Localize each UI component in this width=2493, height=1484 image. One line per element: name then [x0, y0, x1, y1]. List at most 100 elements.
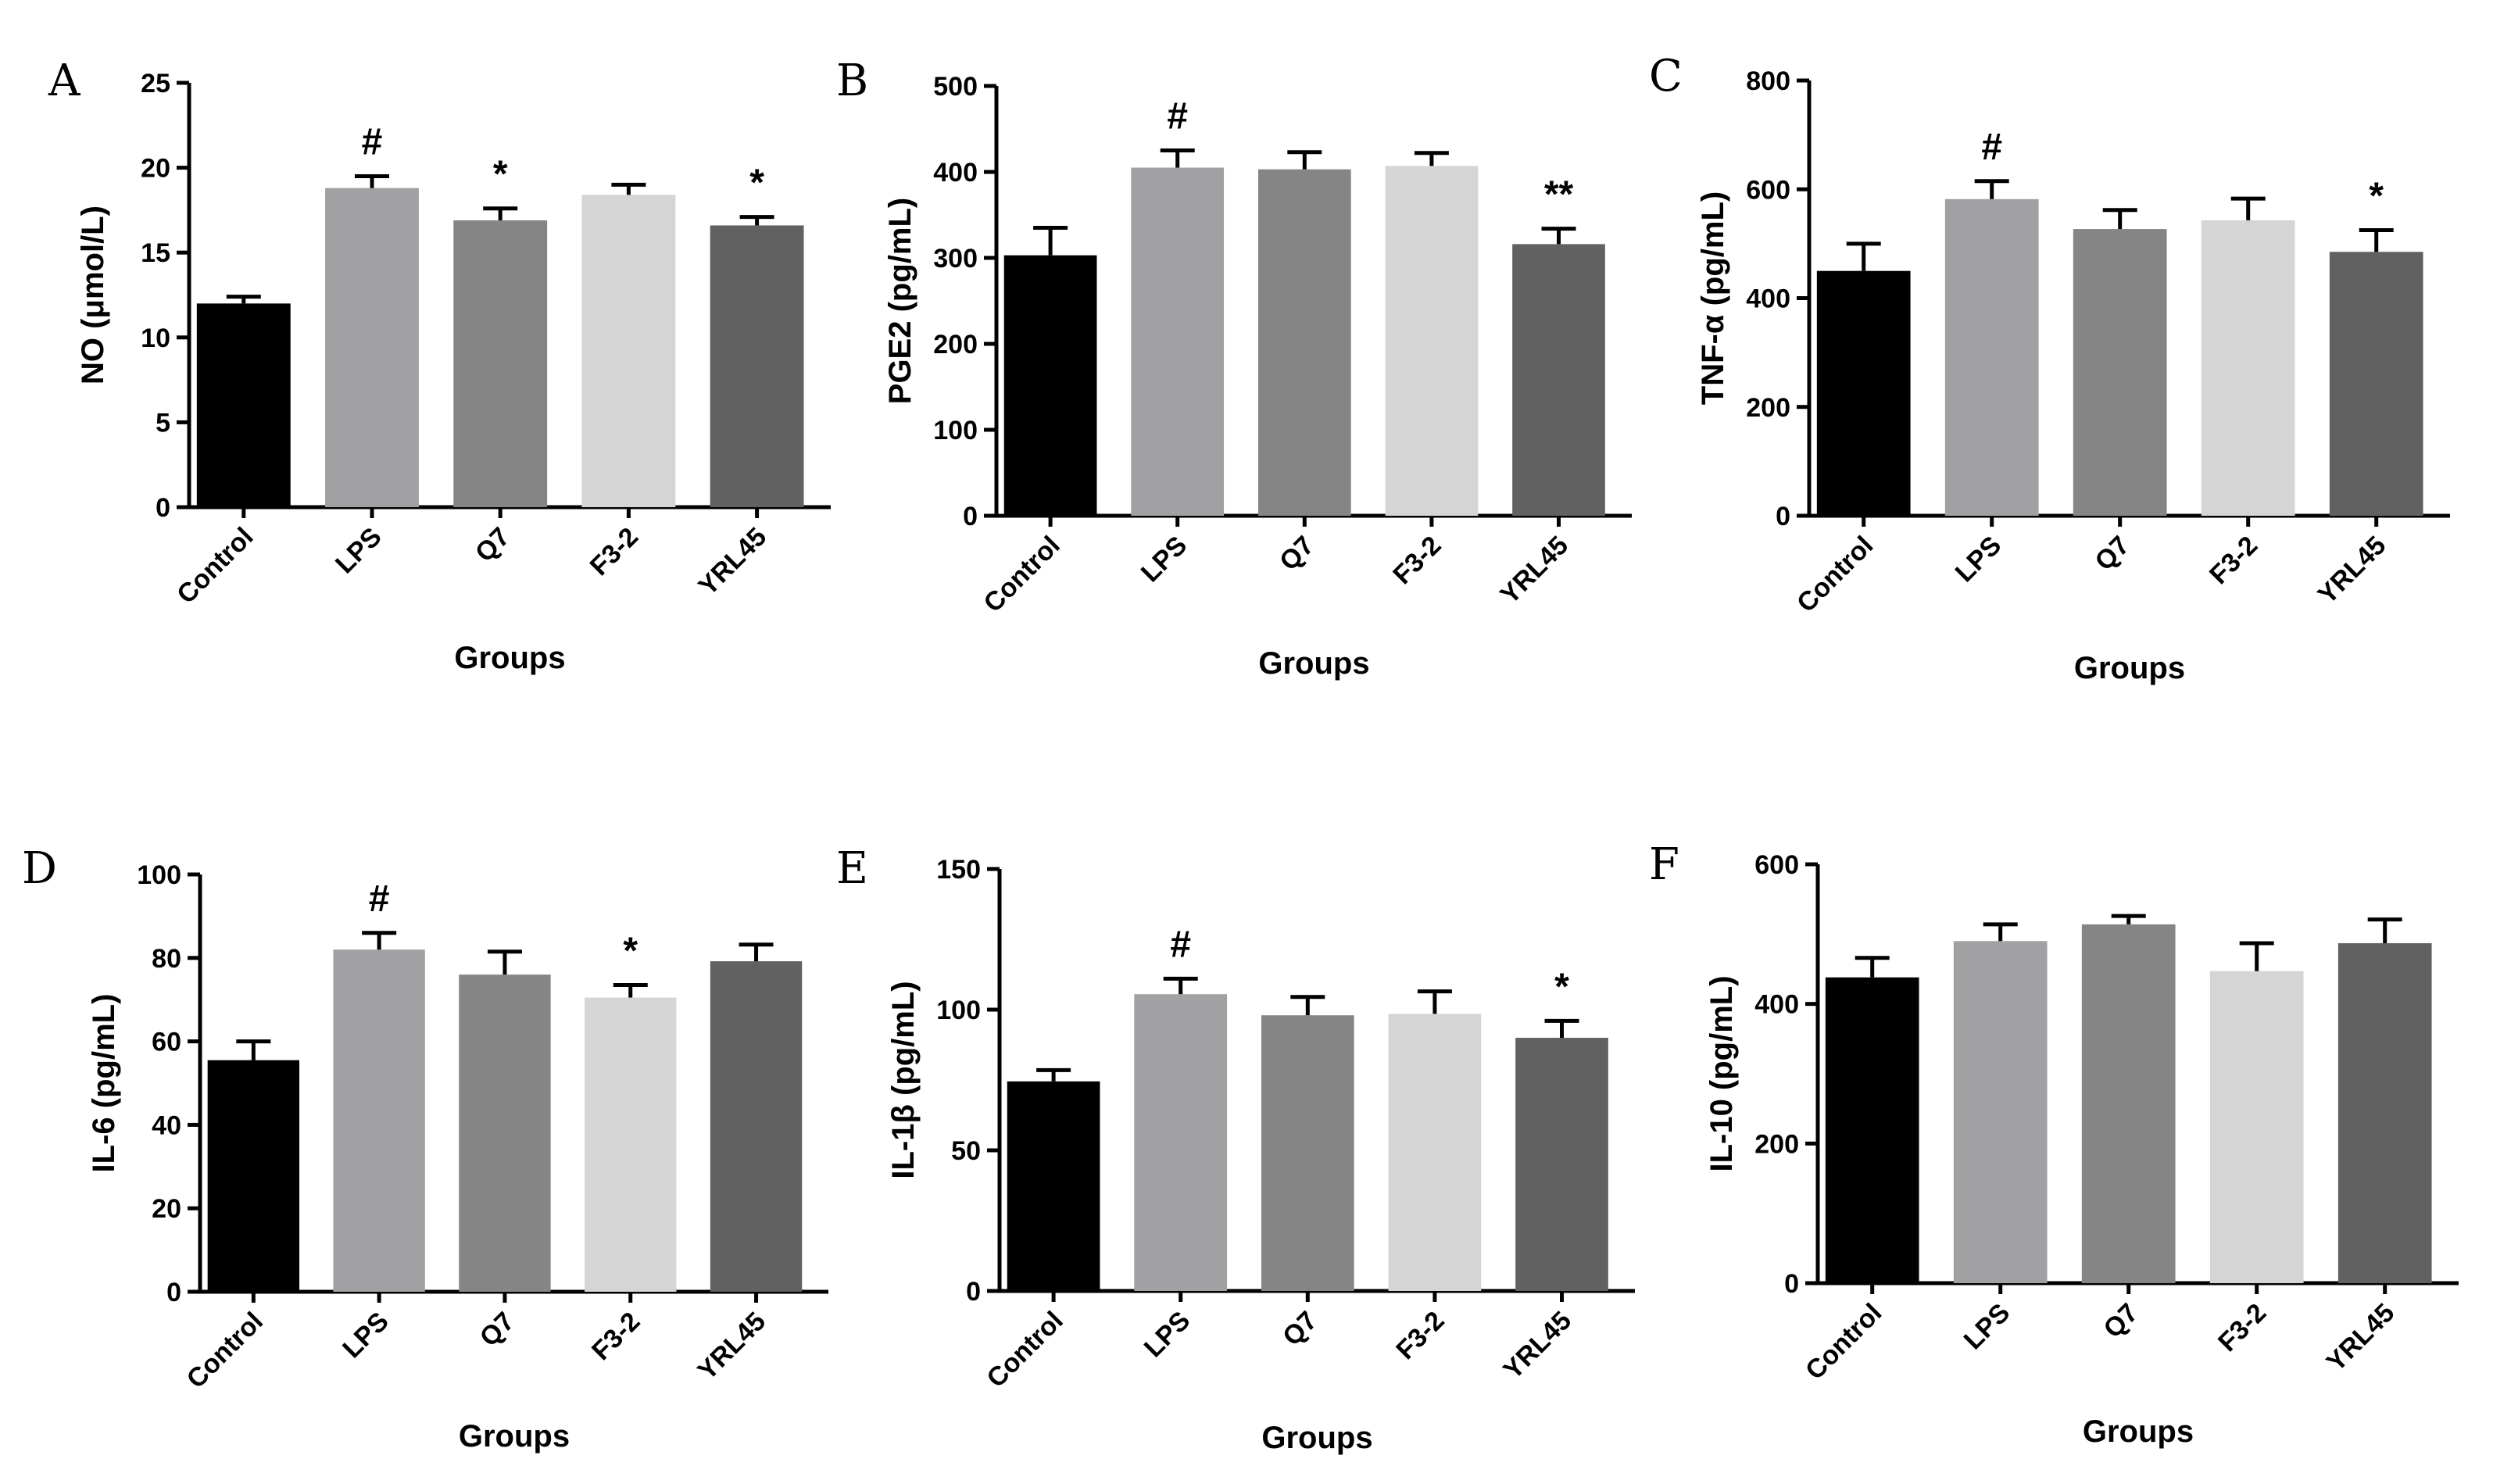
- chart-d-category-label: YRL45: [692, 1307, 771, 1386]
- chart-a-bar: [325, 188, 419, 507]
- chart-f-category-label: Q7: [2098, 1298, 2144, 1344]
- chart-d-y-tick-label: 40: [152, 1110, 181, 1140]
- chart-a: A 0 5 10 15 20 25 NO (μmol/L) Control LPS # Q7 * F3-2…: [48, 55, 831, 675]
- chart-b-category-label: LPS: [1136, 531, 1193, 588]
- chart-a-bar: [196, 303, 291, 507]
- chart-c-category-label: Control: [1791, 531, 1879, 618]
- chart-c-y-tick-label: 400: [1746, 284, 1790, 314]
- chart-d-category-label: Control: [181, 1307, 269, 1394]
- chart-e-y-tick-label: 50: [951, 1136, 981, 1166]
- chart-d-y-tick-label: 0: [166, 1278, 181, 1307]
- chart-d-bar: [459, 974, 551, 1292]
- chart-f-panel-letter: F: [1649, 839, 1679, 890]
- chart-f-bar: [1825, 977, 1919, 1283]
- chart-b-y-tick-label: 500: [933, 72, 978, 102]
- chart-b: B 0 100 200 300 400 500 PGE2 (pg/mL) Control LPS #…: [836, 55, 1632, 681]
- chart-f-category-label: F3-2: [2212, 1298, 2272, 1357]
- chart-b-category-label: Control: [978, 531, 1065, 618]
- chart-a-x-axis-title: Groups: [454, 641, 565, 675]
- chart-a-panel-letter: A: [48, 55, 80, 106]
- chart-d-y-axis-title: IL-6 (pg/mL): [87, 994, 121, 1173]
- chart-a-y-axis-title: NO (μmol/L): [76, 206, 110, 384]
- chart-a-category-label: Control: [171, 522, 259, 610]
- chart-c-bar: [2073, 229, 2167, 516]
- chart-a-category-label: YRL45: [693, 522, 773, 602]
- chart-e: E 0 50 100 150 IL-1β (pg/mL) Control LPS # Q7 F3-2…: [836, 843, 1635, 1455]
- chart-b-bar: [1257, 169, 1351, 516]
- chart-e-category-label: Control: [981, 1306, 1068, 1393]
- chart-e-y-tick-label: 150: [936, 855, 981, 885]
- chart-f-bar: [2081, 924, 2176, 1283]
- chart-d-significance-label: #: [369, 878, 390, 920]
- chart-e-bar: [1261, 1015, 1354, 1291]
- chart-a-significance-label: #: [362, 121, 383, 163]
- chart-e-significance-label: *: [1554, 966, 1569, 1007]
- chart-f-y-tick-label: 0: [1784, 1269, 1799, 1299]
- chart-b-y-tick-label: 0: [963, 502, 978, 531]
- chart-e-category-label: Q7: [1277, 1306, 1323, 1352]
- chart-c: C 0 200 400 600 800 TNF-α (pg/mL) Control LPS # Q7…: [1649, 51, 2450, 685]
- chart-e-category-label: YRL45: [1497, 1306, 1577, 1386]
- chart-a-category-label: LPS: [330, 522, 388, 580]
- chart-a-bar: [581, 195, 676, 508]
- chart-d-panel-letter: D: [22, 843, 57, 894]
- chart-a-bar: [453, 220, 548, 507]
- chart-c-panel-letter: C: [1649, 51, 1683, 102]
- chart-d-y-tick-label: 100: [137, 860, 181, 890]
- chart-c-y-tick-label: 0: [1776, 502, 1790, 531]
- chart-f-y-tick-label: 200: [1754, 1129, 1799, 1159]
- chart-d-x-axis-title: Groups: [459, 1419, 570, 1454]
- chart-b-y-tick-label: 400: [933, 158, 978, 188]
- chart-c-category-label: Q7: [2089, 531, 2135, 577]
- chart-d-bar: [207, 1060, 300, 1292]
- chart-b-bar: [1131, 167, 1225, 516]
- chart-c-significance-label: #: [1981, 127, 2002, 168]
- chart-b-x-axis-title: Groups: [1258, 646, 1369, 681]
- chart-c-y-axis-title: TNF-α (pg/mL): [1696, 191, 1730, 405]
- chart-b-significance-label: #: [1167, 96, 1188, 138]
- chart-a-y-tick-label: 15: [141, 238, 170, 268]
- chart-f-category-label: LPS: [1958, 1298, 2016, 1356]
- chart-b-bar: [1003, 255, 1097, 516]
- chart-f-y-tick-label: 400: [1754, 990, 1799, 1020]
- chart-f-category-label: Control: [1800, 1298, 1887, 1386]
- chart-a-bar: [710, 225, 804, 507]
- chart-c-bar: [1944, 198, 2039, 516]
- chart-e-category-label: F3-2: [1390, 1306, 1450, 1365]
- chart-a-category-label: F3-2: [585, 522, 644, 581]
- chart-f-y-axis-title: IL-10 (pg/mL): [1704, 975, 1739, 1171]
- chart-b-significance-label: **: [1544, 174, 1574, 216]
- chart-a-significance-label: *: [749, 163, 764, 204]
- chart-d-category-label: F3-2: [586, 1307, 646, 1366]
- chart-e-bar: [1134, 994, 1228, 1291]
- chart-a-y-tick-label: 10: [141, 324, 170, 353]
- chart-b-bar: [1385, 166, 1479, 517]
- chart-a-y-tick-label: 5: [156, 408, 170, 438]
- chart-b-y-tick-label: 100: [933, 416, 978, 445]
- chart-e-bar: [1007, 1081, 1100, 1291]
- chart-f-x-axis-title: Groups: [2083, 1414, 2194, 1449]
- chart-e-y-axis-title: IL-1β (pg/mL): [886, 981, 921, 1178]
- chart-e-bar: [1515, 1038, 1608, 1291]
- chart-f: F 0 200 400 600 IL-10 (pg/mL) Control LPS Q7 F3-2…: [1649, 839, 2459, 1449]
- chart-f-category-label: YRL45: [2321, 1298, 2401, 1378]
- chart-f-bar: [2209, 971, 2304, 1283]
- chart-e-category-label: LPS: [1139, 1306, 1196, 1364]
- chart-b-y-tick-label: 200: [933, 330, 978, 359]
- chart-c-bar: [2329, 252, 2423, 516]
- chart-d-bar: [585, 997, 677, 1292]
- chart-b-category-label: F3-2: [1387, 531, 1447, 590]
- chart-d-category-label: LPS: [337, 1307, 395, 1364]
- chart-b-y-tick-label: 300: [933, 244, 978, 274]
- chart-e-y-tick-label: 0: [966, 1277, 981, 1307]
- chart-a-y-tick-label: 0: [156, 493, 170, 523]
- chart-a-y-tick-label: 20: [141, 154, 170, 184]
- chart-e-significance-label: #: [1170, 924, 1191, 965]
- chart-c-y-tick-label: 800: [1746, 66, 1790, 96]
- chart-a-category-label: Q7: [470, 522, 516, 568]
- chart-d-category-label: Q7: [474, 1307, 520, 1353]
- chart-d-y-tick-label: 80: [152, 944, 181, 974]
- chart-b-category-label: YRL45: [1494, 531, 1574, 610]
- chart-e-y-tick-label: 100: [936, 996, 981, 1025]
